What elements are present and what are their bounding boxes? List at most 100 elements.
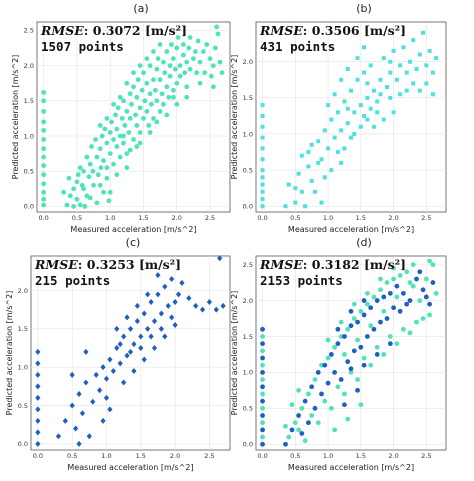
data-point bbox=[407, 298, 413, 303]
data-point bbox=[316, 160, 321, 165]
data-point bbox=[107, 356, 113, 363]
data-point bbox=[309, 142, 314, 147]
data-point bbox=[35, 348, 41, 355]
data-point bbox=[94, 200, 100, 206]
data-point bbox=[378, 92, 383, 97]
data-point bbox=[35, 360, 41, 367]
data-point bbox=[260, 413, 265, 418]
data-point bbox=[134, 318, 140, 325]
data-point bbox=[35, 406, 41, 413]
data-point bbox=[430, 70, 435, 75]
data-point bbox=[64, 202, 70, 208]
data-point bbox=[378, 287, 383, 293]
y-tick-label: 2.5 bbox=[24, 27, 34, 35]
data-point bbox=[147, 91, 153, 97]
data-point bbox=[207, 56, 213, 61]
data-point bbox=[364, 290, 370, 296]
data-point bbox=[283, 423, 288, 429]
x-tick-label: 2.0 bbox=[170, 452, 180, 460]
data-point bbox=[104, 116, 110, 121]
data-point bbox=[351, 316, 357, 321]
data-point bbox=[97, 182, 103, 188]
data-point bbox=[302, 438, 308, 444]
data-point bbox=[352, 110, 357, 115]
data-point bbox=[368, 305, 374, 311]
data-point bbox=[97, 387, 103, 394]
data-point bbox=[404, 269, 410, 275]
data-point bbox=[394, 294, 400, 300]
data-point bbox=[309, 413, 315, 418]
panel-d: (d) 0.0 0.5 1.0 1.5 2.0 2.5 0.0 0.5 1.0 1.5 2.0 2.5 M… bbox=[230, 236, 447, 472]
data-point bbox=[89, 144, 94, 149]
data-point bbox=[110, 368, 116, 375]
data-point bbox=[172, 322, 178, 329]
data-point bbox=[332, 427, 338, 433]
data-point bbox=[339, 128, 344, 133]
data-point bbox=[351, 348, 357, 354]
data-point bbox=[332, 92, 337, 97]
data-point bbox=[260, 377, 265, 382]
data-point bbox=[260, 196, 265, 201]
data-point bbox=[306, 164, 311, 169]
data-point bbox=[144, 56, 150, 61]
data-point bbox=[82, 203, 88, 209]
data-point bbox=[107, 151, 113, 156]
y-tick-label: 2.0 bbox=[243, 297, 253, 305]
rmse-label: RMSE bbox=[40, 23, 84, 38]
data-point bbox=[384, 316, 390, 321]
data-point bbox=[260, 113, 265, 118]
data-point bbox=[126, 130, 132, 135]
x-axis-label: Measured acceleration [m/s^2] bbox=[70, 225, 196, 234]
data-point bbox=[131, 137, 136, 142]
data-point bbox=[134, 302, 140, 309]
y-tick-label: 1.0 bbox=[18, 363, 28, 371]
data-point bbox=[119, 116, 125, 121]
data-point bbox=[137, 63, 143, 69]
data-point bbox=[371, 326, 377, 332]
data-point bbox=[260, 326, 265, 332]
points-count: 431 points bbox=[260, 39, 335, 54]
data-point bbox=[131, 70, 136, 76]
data-point bbox=[385, 85, 390, 90]
data-point bbox=[326, 103, 331, 108]
data-point bbox=[35, 394, 41, 401]
data-point bbox=[35, 417, 41, 424]
data-point bbox=[93, 137, 98, 142]
data-point bbox=[424, 81, 429, 86]
data-point bbox=[283, 441, 288, 447]
data-point bbox=[260, 362, 265, 368]
x-tick-label: 0.0 bbox=[257, 214, 267, 222]
data-point bbox=[309, 178, 314, 183]
data-point bbox=[107, 189, 113, 195]
data-point bbox=[41, 172, 47, 178]
data-point bbox=[260, 146, 265, 151]
data-point bbox=[364, 334, 370, 339]
data-point bbox=[220, 302, 226, 309]
data-point bbox=[190, 56, 196, 61]
data-point bbox=[260, 434, 265, 440]
data-point bbox=[103, 375, 110, 382]
data-point bbox=[35, 371, 41, 378]
data-point bbox=[41, 89, 47, 95]
data-point bbox=[121, 133, 126, 139]
data-point bbox=[299, 405, 305, 411]
data-point bbox=[74, 179, 80, 185]
y-tick-label: 2.5 bbox=[243, 261, 253, 269]
data-point bbox=[322, 362, 328, 368]
data-point bbox=[394, 77, 399, 82]
data-point bbox=[200, 49, 206, 54]
data-point bbox=[114, 126, 120, 132]
data-point bbox=[95, 172, 101, 178]
x-tick-label: 1.0 bbox=[323, 452, 333, 460]
data-point bbox=[55, 433, 62, 440]
data-point bbox=[391, 265, 396, 271]
data-point bbox=[41, 163, 47, 168]
x-axis-label: Measured acceleration [m/s^2] bbox=[67, 463, 193, 472]
data-point bbox=[162, 333, 168, 340]
data-point bbox=[159, 91, 165, 97]
data-point bbox=[164, 112, 170, 118]
data-point bbox=[117, 360, 123, 367]
y-tick-label: 0.0 bbox=[243, 441, 253, 449]
data-point bbox=[101, 158, 106, 164]
data-point bbox=[329, 117, 334, 122]
